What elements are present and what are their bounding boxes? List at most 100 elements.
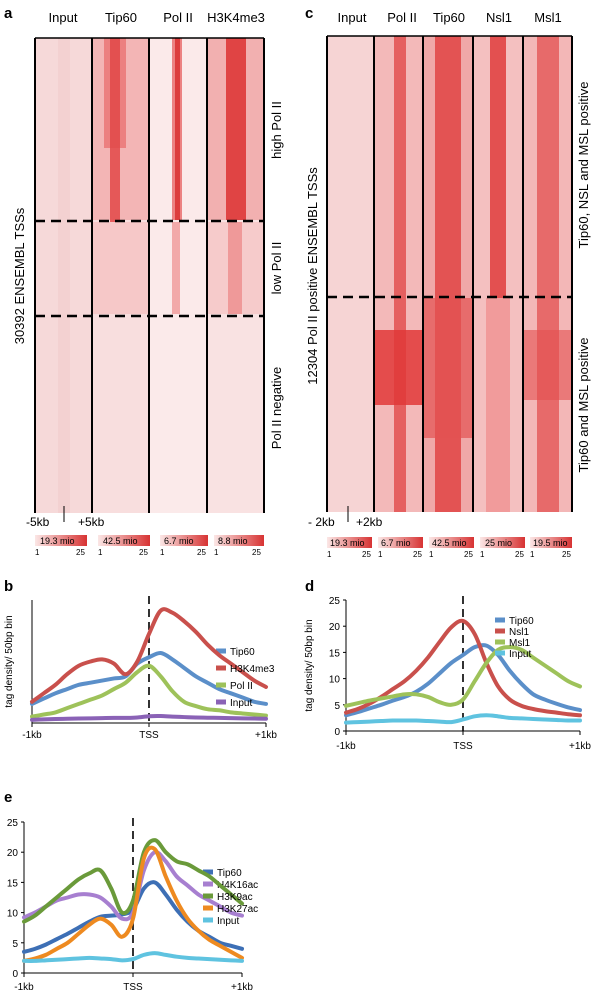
panel-b-series-tip60	[30, 651, 268, 706]
panel-a-scale-2: 42.5 mio 1 25	[98, 535, 150, 557]
panel-e-letter: e	[4, 789, 12, 806]
panel-e-y-tick-label: 20	[7, 848, 19, 859]
panel-e-legend-tip60: Tip60	[217, 868, 242, 879]
panel-e-series-h3k27ac	[22, 845, 244, 963]
panel-d-y-tick-label: 20	[329, 622, 341, 633]
svg-text:6.7 mio: 6.7 mio	[164, 536, 194, 546]
panel-c-axis-right: +2kb	[356, 515, 383, 529]
panel-d-letter: d	[305, 578, 314, 595]
panel-a-group-low: low Pol II	[269, 242, 284, 295]
panel-e-y-tick-label: 5	[12, 939, 18, 950]
panel-e-legend-h3k27ac: H3K27ac	[217, 904, 258, 915]
panel-e-y-tick-label: 15	[7, 878, 19, 889]
panel-d-y-tick-label: 5	[334, 701, 340, 712]
svg-text:42.5 mio: 42.5 mio	[432, 538, 467, 548]
panel-a-scale-3: 6.7 mio 1 25	[160, 535, 208, 557]
svg-text:1: 1	[35, 548, 40, 557]
panel-a-col-h3k4me3: H3K4me3	[207, 10, 265, 25]
panel-c-scale-2: 6.7 mio 1 25	[378, 537, 423, 559]
panel-c-heatmap	[326, 35, 573, 512]
panel-c-col-input: Input	[338, 10, 367, 25]
panel-d-series-nsl1	[344, 618, 582, 718]
panel-c-scale-1: 19.3 mio 1 25	[327, 537, 372, 559]
panel-a: a Input Tip60 Pol II H3K4me3	[4, 5, 284, 557]
panel-d-legend-input: Input	[509, 649, 531, 660]
svg-text:8.8 mio: 8.8 mio	[218, 536, 248, 546]
panel-a-col-tip60: Tip60	[105, 10, 137, 25]
panel-d-y-tick-label: 0	[334, 727, 340, 738]
panel-a-scales: 19.3 mio 1 25 42.5 mio 1 25 6.7 mio 1 25…	[35, 535, 264, 557]
panel-e-y-tick-label: 25	[7, 818, 19, 829]
panel-d-series-input	[344, 713, 582, 725]
panel-b-y-axis-label: tag density/ 50bp bin	[4, 615, 15, 707]
panel-e-x-tick-label: -1kb	[14, 982, 34, 993]
panel-b-x-tick-label: +1kb	[255, 730, 277, 741]
panel-a-side-label: 30392 ENSEMBL TSSs	[12, 207, 27, 344]
panel-b-series-h3k4me3	[30, 607, 268, 704]
panel-b-chart: b -1kb TSS +1kb tag density/ 50bp bin Tip60 H…	[4, 578, 277, 741]
panel-c-col-nsl1: Nsl1	[486, 10, 512, 25]
svg-text:25 mio: 25 mio	[485, 538, 512, 548]
svg-text:1: 1	[98, 548, 103, 557]
panel-c-side-label: 12304 Pol II positive ENSEMBL TSSs	[305, 167, 320, 385]
panel-d-y-tick-label: 10	[329, 675, 341, 686]
panel-e-x-tick-label: +1kb	[231, 982, 253, 993]
panel-b-series-pol-ii	[30, 663, 268, 719]
panel-e-y-tick-label: 10	[7, 909, 19, 920]
panel-b-legend-tip60: Tip60	[230, 647, 255, 658]
svg-text:19.3 mio: 19.3 mio	[40, 536, 75, 546]
panel-c-col-polii: Pol II	[387, 10, 417, 25]
panel-c-col-tip60: Tip60	[433, 10, 465, 25]
panel-d-legend-tip60: Tip60	[509, 616, 534, 627]
panel-a-col-input: Input	[49, 10, 78, 25]
panel-a-group-negative: Pol II negative	[269, 367, 284, 449]
svg-text:1: 1	[530, 550, 535, 559]
panel-a-scale-4: 8.8 mio 1 25	[214, 535, 264, 557]
svg-text:25: 25	[139, 548, 148, 557]
panel-e-series-input	[22, 951, 244, 963]
panel-c-scales: 19.3 mio 1 25 6.7 mio 1 25 42.5 mio 1 25…	[327, 537, 572, 559]
panel-a-axis-right: +5kb	[78, 515, 105, 529]
panel-c-scale-3: 42.5 mio 1 25	[429, 537, 474, 559]
panel-d-legend-msl1: Msl1	[509, 638, 531, 649]
panel-d-y-axis-label: tag density/ 50bp bin	[304, 619, 315, 711]
panel-b-legend-input: Input	[230, 698, 252, 709]
svg-text:1: 1	[327, 550, 332, 559]
panel-a-group-high: high Pol II	[269, 101, 284, 159]
svg-text:19.5 mio: 19.5 mio	[533, 538, 568, 548]
svg-text:1: 1	[160, 548, 165, 557]
panel-e-legend-input: Input	[217, 916, 239, 927]
panel-e-chart: e 0 5 10 15 20 25 -1kb TSS +1kb Tip60H4K16acH3K9a…	[4, 789, 258, 993]
panel-e-x-tick-label: TSS	[123, 982, 143, 993]
panel-a-axis-left: -5kb	[26, 515, 50, 529]
panel-c: c Input Pol II Tip60 Nsl1 Msl1	[305, 5, 591, 559]
panel-b-x-tick-label: -1kb	[22, 730, 42, 741]
panel-b-series-input	[30, 713, 268, 722]
svg-text:1: 1	[378, 550, 383, 559]
svg-text:1: 1	[429, 550, 434, 559]
svg-text:1: 1	[214, 548, 219, 557]
svg-text:25: 25	[76, 548, 85, 557]
panel-a-scale-1: 19.3 mio 1 25	[35, 535, 87, 557]
svg-text:19.3 mio: 19.3 mio	[330, 538, 365, 548]
panel-c-group-tip60-nsl-msl: Tip60, NSL and MSL positive	[576, 82, 591, 249]
svg-text:25: 25	[515, 550, 524, 559]
svg-text:42.5 mio: 42.5 mio	[103, 536, 138, 546]
panel-d-x-tick-label: +1kb	[569, 741, 591, 752]
panel-a-col-polii: Pol II	[163, 10, 193, 25]
panel-e-y-tick-label: 0	[12, 969, 18, 980]
svg-text:25: 25	[197, 548, 206, 557]
panel-b-x-tick-label: TSS	[139, 730, 159, 741]
svg-text:25: 25	[562, 550, 571, 559]
panel-c-letter: c	[305, 5, 313, 22]
panel-a-letter: a	[4, 5, 13, 22]
svg-text:25: 25	[362, 550, 371, 559]
svg-text:25: 25	[252, 548, 261, 557]
panel-d-y-tick-label: 25	[329, 596, 341, 607]
panel-d-x-tick-label: -1kb	[336, 741, 356, 752]
panel-c-scale-4: 25 mio 1 25	[480, 537, 525, 559]
svg-text:25: 25	[464, 550, 473, 559]
panel-d-series-msl1	[344, 645, 582, 708]
panel-b-legend-h3k4me3: H3K4me3	[230, 664, 275, 675]
